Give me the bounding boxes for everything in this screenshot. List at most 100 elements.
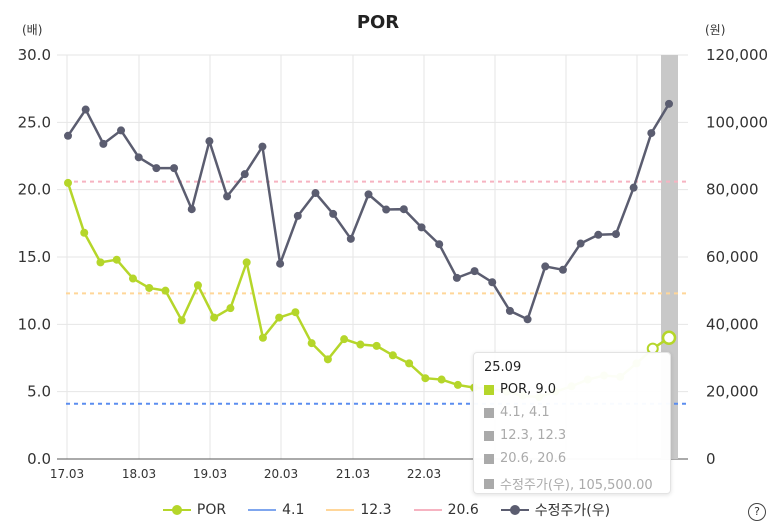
price-point <box>594 230 603 239</box>
hover-tooltip: 25.09 POR, 9.0 4.1, 4.1 12.3, 12.3 20.6,… <box>473 352 671 494</box>
left-y-tick-label: 30.0 <box>18 46 51 64</box>
left-y-tick-label: 10.0 <box>18 315 51 333</box>
por-point-active <box>661 330 677 346</box>
por-point <box>437 375 446 384</box>
price-point <box>311 189 320 198</box>
por-point <box>128 274 137 283</box>
legend-item-4-1[interactable]: 4.1 <box>248 502 304 518</box>
por-point <box>372 341 381 350</box>
price-point <box>134 153 143 162</box>
x-tick-label: 18.03 <box>122 467 156 481</box>
left-y-ticks: 0.0 5.0 10.0 15.0 20.0 25.0 30.0 <box>18 46 51 468</box>
left-y-tick-label: 5.0 <box>27 383 51 401</box>
price-point <box>629 183 638 192</box>
help-icon[interactable]: ? <box>748 503 766 521</box>
por-point <box>453 380 462 389</box>
right-y-tick-label: 20,000 <box>706 383 759 401</box>
tooltip-row-text: 20.6, 20.6 <box>500 451 567 466</box>
left-y-tick-label: 20.0 <box>18 181 51 199</box>
por-point <box>421 374 430 383</box>
por-point <box>112 255 121 264</box>
x-tick-label: 17.03 <box>50 467 84 481</box>
por-point <box>145 283 154 292</box>
price-point <box>364 190 373 199</box>
price-point <box>205 137 214 146</box>
price-point <box>576 239 585 248</box>
por-point <box>210 313 219 322</box>
legend-line-icon <box>326 503 355 517</box>
tooltip-row-text: POR, 9.0 <box>500 382 557 397</box>
right-y-tick-label: 60,000 <box>706 248 759 266</box>
price-point <box>541 262 550 271</box>
tooltip-row-por: POR, 9.0 <box>484 382 556 397</box>
por-point <box>258 333 267 342</box>
por-point <box>193 281 202 290</box>
price-point <box>293 211 302 220</box>
price-point <box>523 315 532 324</box>
price-point <box>435 240 444 249</box>
price-point <box>187 205 196 214</box>
left-y-tick-label: 15.0 <box>18 248 51 266</box>
legend-item-12-3[interactable]: 12.3 <box>326 502 392 518</box>
legend-item-20-6[interactable]: 20.6 <box>413 502 479 518</box>
por-point <box>80 228 89 237</box>
chart-title: POR <box>357 12 399 33</box>
legend-label: 4.1 <box>282 502 305 518</box>
tooltip-swatch <box>484 478 494 489</box>
tooltip-row-price: 수정주가(우), 105,500.00 <box>484 474 653 493</box>
legend-item-por[interactable]: POR <box>162 502 227 518</box>
price-point <box>611 230 620 239</box>
price-point <box>665 99 673 108</box>
right-axis-unit: (원) <box>705 23 725 37</box>
price-series <box>64 99 673 324</box>
right-y-tick-label: 100,000 <box>706 113 768 131</box>
legend-line-marker-icon <box>162 503 191 517</box>
x-tick-label: 21.03 <box>336 467 370 481</box>
por-point <box>177 316 186 325</box>
tooltip-swatch <box>484 430 494 441</box>
price-point <box>64 131 72 140</box>
price-point <box>399 205 408 214</box>
tooltip-row-20-6: 20.6, 20.6 <box>484 451 566 466</box>
tooltip-row-text: 수정주가(우), 105,500.00 <box>500 478 653 493</box>
por-point <box>307 339 316 348</box>
price-point <box>505 306 514 315</box>
price-point <box>258 142 267 151</box>
por-point <box>64 178 72 187</box>
legend-label: 수정주가(우) <box>534 503 611 519</box>
price-point <box>452 273 461 282</box>
x-tick-label: 22.03 <box>407 467 441 481</box>
tooltip-swatch <box>484 407 494 418</box>
tooltip-swatch <box>484 453 494 464</box>
por-point <box>356 340 365 349</box>
left-y-tick-label: 25.0 <box>18 113 51 131</box>
price-point <box>223 192 232 201</box>
legend-label: 12.3 <box>360 502 392 518</box>
tooltip-header: 25.09 <box>484 360 522 375</box>
price-point <box>152 164 161 173</box>
tooltip-row-12-3: 12.3, 12.3 <box>484 428 566 443</box>
por-point <box>340 335 349 344</box>
price-point <box>558 265 567 274</box>
legend-line-icon <box>413 503 442 517</box>
legend-line-icon <box>248 503 277 517</box>
price-point <box>240 170 249 179</box>
por-point <box>405 359 414 368</box>
por-point <box>388 351 397 360</box>
price-point <box>329 209 338 218</box>
price-point <box>81 105 90 114</box>
legend-label: POR <box>196 502 227 518</box>
por-point <box>323 355 332 364</box>
price-point <box>488 278 497 287</box>
right-y-ticks: 0 20,000 40,000 60,000 80,000 100,000 120,000 <box>706 46 768 468</box>
price-point <box>170 164 179 173</box>
legend-label: 20.6 <box>447 502 479 518</box>
por-point <box>242 258 251 267</box>
left-y-tick-label: 0.0 <box>27 450 51 468</box>
legend-item-price[interactable]: 수정주가(우) <box>500 500 611 520</box>
chart-legend: POR 4.1 12.3 20.6 수정주가(우) <box>0 497 773 523</box>
right-y-tick-label: 40,000 <box>706 315 759 333</box>
x-tick-label: 20.03 <box>264 467 298 481</box>
por-point <box>226 304 235 313</box>
left-axis-unit: (배) <box>22 23 42 37</box>
